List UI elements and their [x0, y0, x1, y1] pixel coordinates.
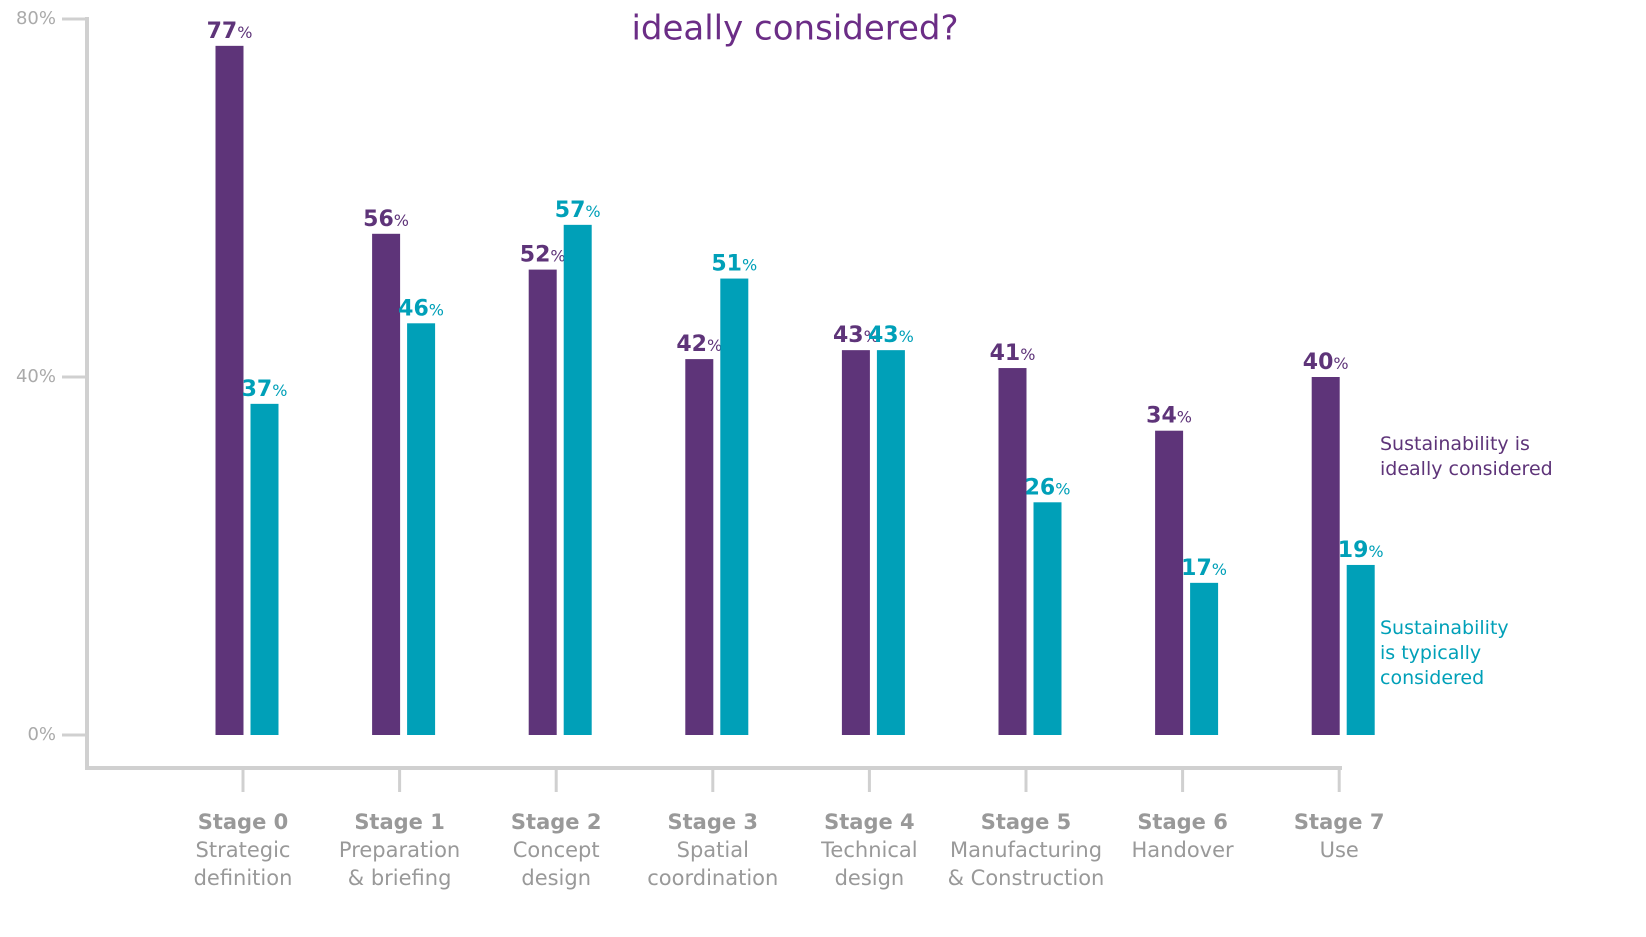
bar [876, 350, 905, 735]
x-tick-sublabel: Use [1320, 838, 1359, 862]
bar [1346, 564, 1375, 735]
chart-title: ideally considered? [631, 9, 958, 49]
bar [563, 224, 592, 735]
value-label: 57% [555, 198, 601, 223]
bar [720, 278, 749, 735]
value-label: 17% [1181, 556, 1227, 581]
x-tick-sublabel: & briefing [348, 866, 452, 890]
value-label: 46% [398, 296, 444, 321]
bar [1311, 377, 1340, 735]
bar [998, 368, 1027, 735]
y-tick-label: 0% [27, 724, 56, 745]
x-tick-sublabel: Handover [1132, 838, 1234, 862]
x-tick-sublabel: definition [194, 866, 293, 890]
x-tick-sublabel: design [835, 866, 905, 890]
value-label: 56% [363, 207, 409, 232]
x-tick-label: Stage 5 [981, 810, 1072, 834]
x-tick-sublabel: & Construction [948, 866, 1105, 890]
x-tick-label: Stage 0 [198, 810, 289, 834]
value-label: 37% [242, 377, 288, 402]
x-tick-sublabel: Preparation [339, 838, 460, 862]
y-tick-label: 40% [16, 366, 56, 387]
value-label: 43% [868, 323, 914, 348]
value-label: 51% [711, 252, 757, 277]
bar [1190, 582, 1219, 735]
value-label: 43% [833, 323, 879, 348]
bar [407, 323, 436, 735]
bar [1033, 502, 1062, 735]
x-tick-sublabel: Concept [513, 838, 600, 862]
x-tick-sublabel: Strategic [196, 838, 291, 862]
bar [372, 233, 401, 736]
x-tick-sublabel: Spatial [677, 838, 749, 862]
value-label: 42% [676, 332, 722, 357]
x-tick-label: Stage 3 [668, 810, 759, 834]
legend-entry: Sustainability is typically considered [1380, 617, 1509, 689]
value-label: 34% [1146, 404, 1192, 429]
x-tick-label: Stage 7 [1294, 810, 1385, 834]
x-tick-label: Stage 4 [824, 810, 915, 834]
value-label: 26% [1025, 475, 1071, 500]
bar [215, 45, 244, 736]
y-tick-label: 80% [16, 8, 56, 29]
bar [685, 359, 714, 735]
legend-entry: Sustainability is ideally considered [1380, 433, 1553, 480]
bar [528, 269, 557, 735]
x-tick-sublabel: Manufacturing [950, 838, 1102, 862]
x-tick-sublabel: design [521, 866, 591, 890]
x-tick-sublabel: coordination [647, 866, 778, 890]
bar [1155, 430, 1184, 735]
x-tick-label: Stage 1 [354, 810, 445, 834]
x-tick-sublabel: Technical [820, 838, 917, 862]
value-label: 19% [1338, 538, 1384, 563]
bar [841, 350, 870, 735]
value-label: 41% [990, 341, 1036, 366]
bar [250, 403, 279, 735]
value-label: 52% [520, 243, 566, 268]
value-label: 40% [1303, 350, 1349, 375]
x-tick-label: Stage 6 [1137, 810, 1228, 834]
x-tick-label: Stage 2 [511, 810, 602, 834]
value-label: 77% [207, 19, 253, 44]
